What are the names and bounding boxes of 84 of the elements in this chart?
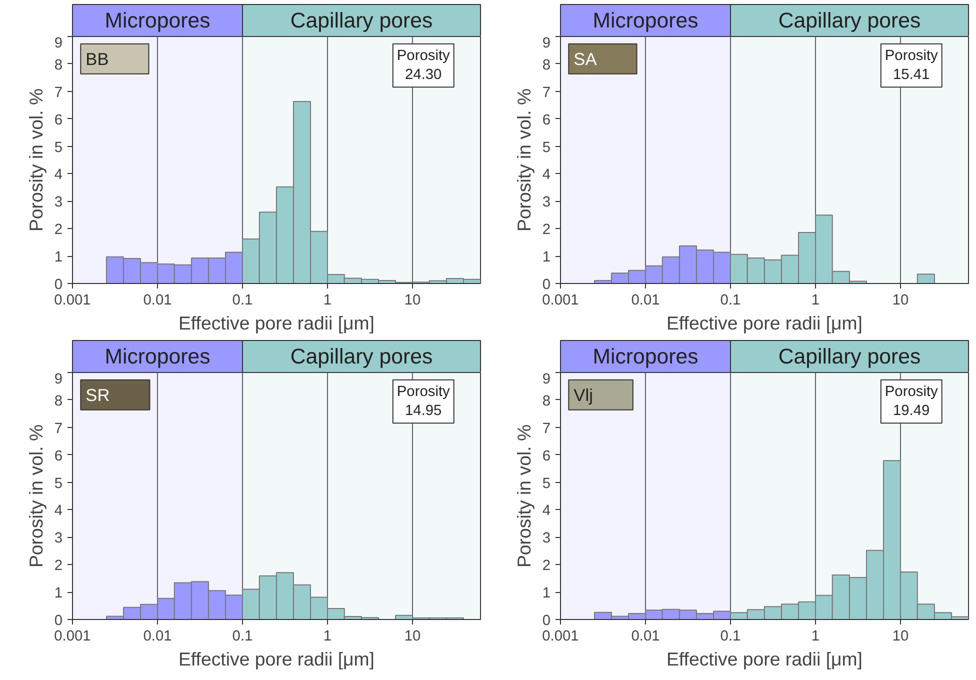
y-axis-title: Porosity in vol. %: [25, 88, 46, 232]
text: Vlj: [574, 384, 593, 405]
x-tick-label: 0.1: [232, 628, 253, 644]
annotation: Porosity 14.95: [396, 384, 451, 420]
x-tick-label: 10: [892, 628, 909, 644]
text: BB: [86, 48, 109, 69]
x-tick-label: 0.01: [631, 292, 660, 308]
y-tick-label: 2: [54, 222, 63, 238]
x-axis-title: Effective pore radii [μm]: [178, 312, 375, 334]
x-tick-label: 0.1: [720, 628, 741, 644]
x-tick-label: 0.01: [143, 628, 172, 644]
y-tick-label: 5: [542, 140, 551, 156]
annotation: Porosity 24.30: [396, 48, 451, 84]
x-tick-label: 0.001: [542, 292, 579, 308]
x-tick-label: 0.001: [54, 292, 91, 308]
y-tick-label: 1: [542, 586, 551, 602]
y-tick-label: 1: [542, 250, 551, 266]
y-tick-label: 7: [542, 84, 551, 101]
text: SR: [86, 384, 110, 405]
y-tick-label: 9: [54, 36, 63, 52]
y-tick-label: 5: [542, 476, 551, 492]
band-label: Capillary pores: [290, 8, 433, 32]
y-tick-label: 0: [542, 277, 551, 293]
x-tick-label: 0.01: [631, 628, 660, 644]
x-axis-title: Effective pore radii [μm]: [666, 312, 863, 334]
y-axis-title: Porosity in vol. %: [513, 424, 534, 568]
y-tick-label: 0: [54, 613, 63, 629]
y-tick-label: 8: [54, 57, 63, 74]
x-tick-label: 1: [811, 292, 820, 308]
y-tick-label: 4: [542, 503, 551, 520]
y-tick-label: 5: [54, 140, 63, 156]
y-axis-title: Porosity in vol. %: [513, 88, 534, 232]
y-tick-label: 2: [542, 558, 551, 574]
x-tick-label: 10: [892, 292, 909, 308]
band-label: Capillary pores: [778, 344, 921, 368]
y-tick-label: 6: [542, 112, 551, 128]
annotation: Porosity 15.41: [884, 48, 939, 84]
text: SA: [574, 48, 598, 69]
band-label: Micropores: [104, 8, 210, 32]
y-tick-label: 7: [542, 420, 551, 437]
annotation: Porosity 19.49: [884, 384, 939, 420]
y-tick-label: 0: [542, 613, 551, 629]
y-tick-label: 3: [54, 530, 63, 547]
y-axis-title: Porosity in vol. %: [25, 424, 46, 568]
x-tick-label: 0.1: [232, 292, 253, 308]
y-tick-label: 2: [54, 558, 63, 574]
y-tick-label: 6: [54, 448, 63, 464]
y-tick-label: 1: [54, 586, 63, 602]
band-label: Micropores: [104, 344, 210, 368]
x-tick-label: 0.1: [720, 292, 741, 308]
x-tick-label: 1: [323, 628, 332, 644]
y-tick-label: 4: [54, 167, 63, 184]
y-tick-label: 0: [54, 277, 63, 293]
x-tick-label: 1: [811, 628, 820, 644]
y-tick-label: 1: [54, 250, 63, 266]
x-tick-label: 0.001: [54, 628, 91, 644]
band-label: Micropores: [592, 8, 698, 32]
y-tick-label: 9: [54, 372, 63, 388]
y-tick-label: 6: [542, 448, 551, 464]
x-axis-title: Effective pore radii [μm]: [178, 648, 375, 670]
y-tick-label: 5: [54, 476, 63, 492]
y-tick-label: 3: [542, 530, 551, 547]
y-tick-label: 9: [542, 36, 551, 52]
y-tick-label: 4: [54, 503, 63, 520]
x-tick-label: 0.001: [542, 628, 579, 644]
band-label: Capillary pores: [778, 8, 921, 32]
y-tick-label: 6: [54, 112, 63, 128]
band-label: Capillary pores: [290, 344, 433, 368]
y-tick-label: 7: [54, 84, 63, 101]
y-tick-label: 3: [54, 194, 63, 211]
y-tick-label: 3: [542, 194, 551, 211]
y-tick-label: 8: [542, 393, 551, 410]
x-tick-label: 0.01: [143, 292, 172, 308]
y-tick-label: 4: [542, 167, 551, 184]
y-tick-label: 8: [542, 57, 551, 74]
y-tick-label: 7: [54, 420, 63, 437]
x-axis-title: Effective pore radii [μm]: [666, 648, 863, 670]
x-tick-label: 10: [404, 292, 421, 308]
y-tick-label: 9: [542, 372, 551, 388]
y-tick-label: 2: [542, 222, 551, 238]
x-tick-label: 10: [404, 628, 421, 644]
y-tick-label: 8: [54, 393, 63, 410]
band-label: Micropores: [592, 344, 698, 368]
x-tick-label: 1: [323, 292, 332, 308]
